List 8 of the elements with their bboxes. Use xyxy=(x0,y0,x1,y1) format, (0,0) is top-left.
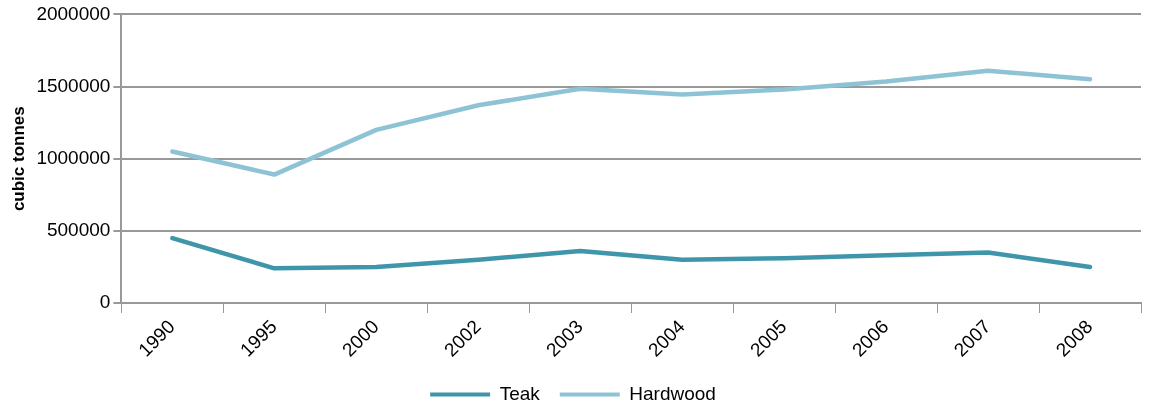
y-tick-label: 1500000 xyxy=(36,74,111,96)
y-axis-title: cubic tonnes xyxy=(8,106,28,212)
y-tick-label: 2000000 xyxy=(36,2,111,24)
y-tick-label: 1000000 xyxy=(36,146,111,168)
y-tick-label: 0 xyxy=(99,291,111,313)
y-tick-label: 500000 xyxy=(46,219,111,241)
legend-label: Hardwood xyxy=(629,382,716,404)
legend-label: Teak xyxy=(499,382,541,404)
